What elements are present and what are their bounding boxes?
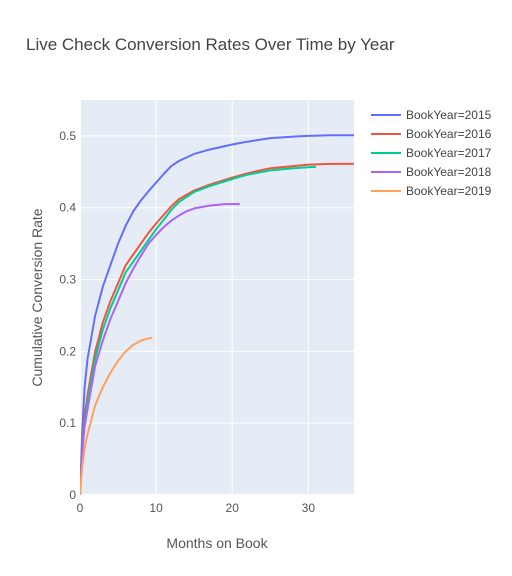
y-tick-label: 0.2 xyxy=(59,344,76,358)
legend-item-3[interactable]: BookYear=2018 xyxy=(371,165,492,179)
y-tick-label: 0.1 xyxy=(59,416,76,430)
y-axis-ticks: 0 0.1 0.2 0.3 0.4 0.5 xyxy=(59,129,76,502)
chart-title: Live Check Conversion Rates Over Time by… xyxy=(26,35,395,54)
legend-item-4[interactable]: BookYear=2019 xyxy=(371,184,492,198)
y-tick-label: 0.4 xyxy=(59,201,76,215)
plot-area xyxy=(80,100,354,495)
x-tick-label: 10 xyxy=(149,501,163,515)
legend-label: BookYear=2015 xyxy=(406,108,492,122)
legend-label: BookYear=2018 xyxy=(406,165,492,179)
legend-label: BookYear=2019 xyxy=(406,184,492,198)
y-tick-label: 0.5 xyxy=(59,129,76,143)
x-tick-label: 0 xyxy=(77,501,84,515)
y-tick-label: 0.3 xyxy=(59,273,76,287)
legend-item-2[interactable]: BookYear=2017 xyxy=(371,146,492,160)
y-tick-label: 0 xyxy=(69,488,76,502)
x-axis-ticks: 0 10 20 30 xyxy=(77,501,316,515)
x-axis-title: Months on Book xyxy=(166,535,268,551)
x-tick-label: 30 xyxy=(302,501,316,515)
legend-item-0[interactable]: BookYear=2015 xyxy=(371,108,492,122)
legend[interactable]: BookYear=2015 BookYear=2016 BookYear=2017 B… xyxy=(371,108,492,198)
x-tick-label: 20 xyxy=(226,501,240,515)
legend-label: BookYear=2017 xyxy=(406,146,492,160)
legend-item-1[interactable]: BookYear=2016 xyxy=(371,127,492,141)
y-axis-title: Cumulative Conversion Rate xyxy=(29,208,45,386)
legend-label: BookYear=2016 xyxy=(406,127,492,141)
